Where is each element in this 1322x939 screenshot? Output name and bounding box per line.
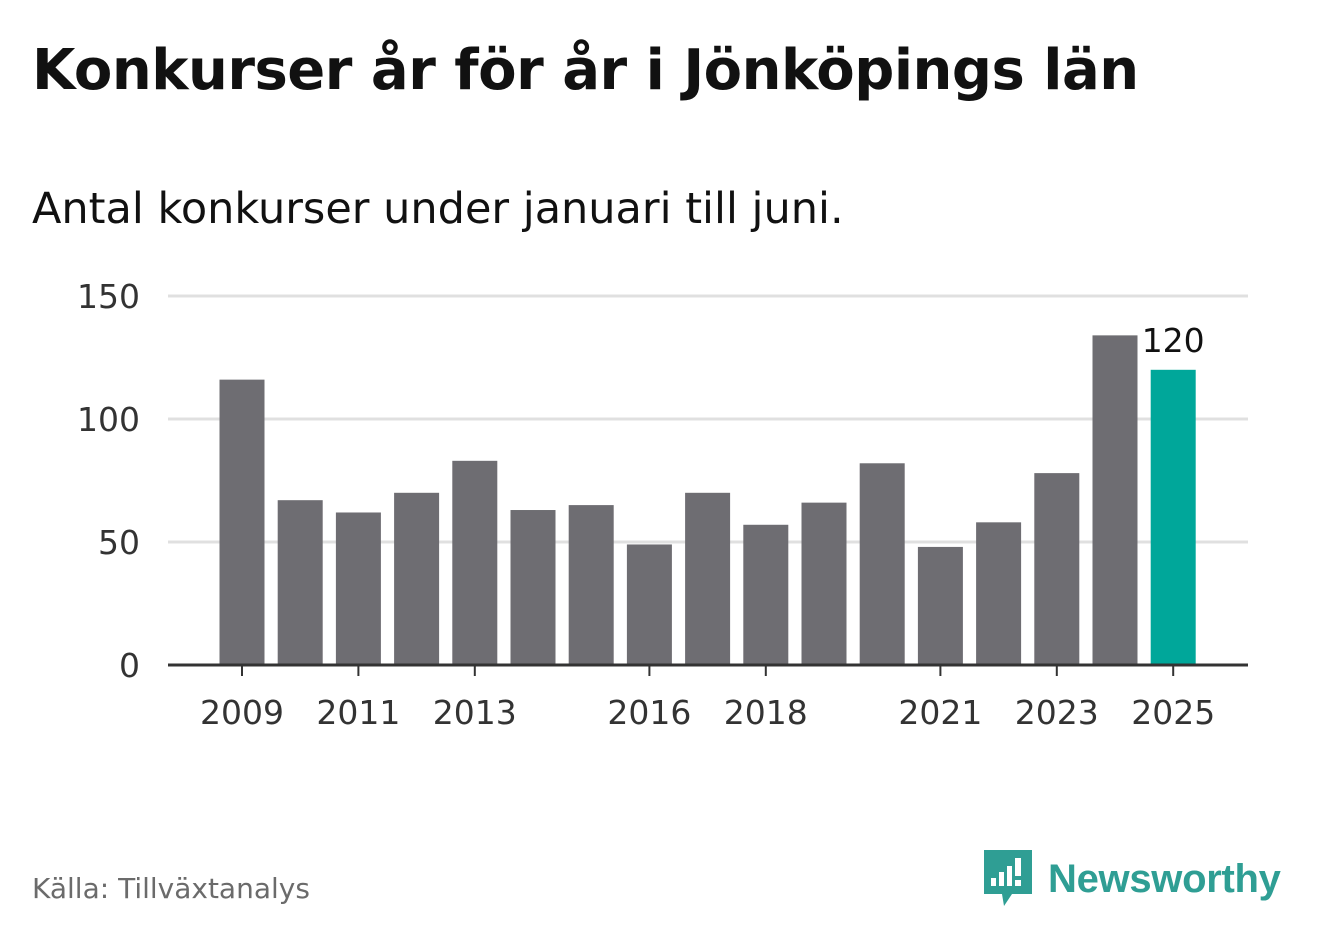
bar-chart-speech-bubble-icon — [984, 850, 1032, 906]
x-tick-label: 2023 — [1015, 693, 1099, 732]
axes — [168, 663, 1248, 676]
brand-name: Newsworthy — [1048, 856, 1281, 901]
data-label: 120 — [1142, 321, 1205, 360]
y-tick-label: 150 — [77, 277, 140, 316]
bar-2019 — [801, 502, 847, 665]
brand-logo: Newsworthy — [980, 848, 1281, 910]
bar-2023 — [1034, 473, 1080, 665]
bar-2021 — [917, 546, 963, 665]
bar-2010 — [277, 500, 323, 665]
bar-2017 — [685, 492, 731, 665]
bar-2012 — [394, 492, 440, 665]
bar-2020 — [859, 463, 905, 665]
x-tick-label: 2021 — [898, 693, 982, 732]
bar-2009 — [219, 379, 265, 665]
chart-subtitle: Antal konkurser under januari till juni. — [32, 184, 844, 234]
x-tick-label: 2018 — [724, 693, 808, 732]
bar-2015 — [568, 505, 614, 665]
y-tick-label: 50 — [98, 523, 140, 562]
x-tick-label: 2025 — [1131, 693, 1215, 732]
bar-2013 — [452, 460, 498, 665]
bar-2014 — [510, 510, 556, 665]
labels: 0 50 100 150 2009 2011 2013 2016 2018 2021 2023 202… — [77, 277, 1215, 732]
y-tick-label: 0 — [119, 646, 140, 685]
bar-2022 — [976, 522, 1022, 665]
bar-2016 — [626, 544, 672, 665]
bar-chart: 0 50 100 150 2009 2011 2013 2016 2018 2021 2023 202… — [77, 277, 1248, 732]
x-tick-label: 2013 — [433, 693, 517, 732]
bar-2024 — [1092, 335, 1138, 665]
x-tick-label: 2016 — [607, 693, 691, 732]
source-note: Källa: Tillväxtanalys — [32, 872, 310, 905]
bar-2011 — [335, 512, 381, 665]
x-tick-label: 2011 — [316, 693, 400, 732]
bar-2025 — [1150, 369, 1196, 665]
bars — [219, 335, 1196, 665]
y-tick-label: 100 — [77, 400, 140, 439]
x-tick-label: 2009 — [200, 693, 284, 732]
chart-title: Konkurser år för år i Jönköpings län — [32, 38, 1139, 103]
bar-2018 — [743, 524, 789, 665]
